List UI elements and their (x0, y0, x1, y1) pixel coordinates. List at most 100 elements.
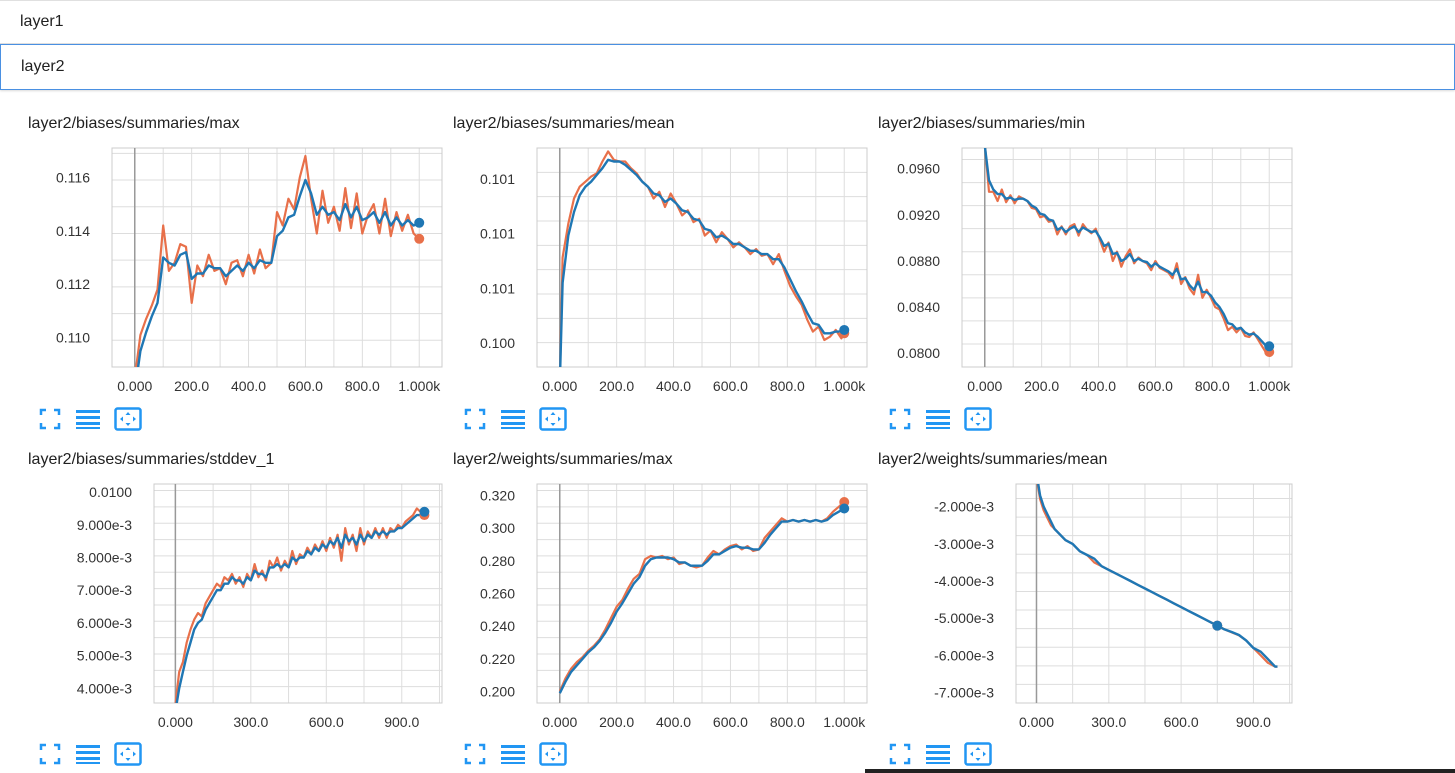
y-tick-label: 0.0920 (897, 207, 940, 223)
x-tick-label: 0.000 (158, 714, 193, 730)
y-tick-label: -3.000e-3 (934, 536, 994, 552)
chart-card: layer2/biases/summaries/min 0.0800 0.0840… (878, 115, 1302, 435)
series-end-marker (419, 506, 430, 517)
chart-card: layer2/weights/summaries/max 0.200 0.220 0… (453, 451, 877, 771)
x-tick-label: 1.000k (398, 378, 441, 394)
x-tick-label: 200.0 (174, 378, 209, 394)
expand-icon[interactable] (36, 742, 64, 766)
grid (154, 484, 442, 704)
y-tick-label: 4.000e-3 (77, 680, 132, 696)
chart-controls (36, 742, 176, 768)
group-row-layer2[interactable]: layer2 (0, 44, 1455, 90)
y-tick-label: 0.101 (480, 226, 515, 242)
chart-controls (36, 407, 176, 433)
fit-domain-icon[interactable] (964, 407, 992, 431)
series-end-marker (1212, 620, 1223, 631)
fit-domain-icon[interactable] (964, 742, 992, 766)
chart-controls (886, 742, 1026, 768)
series-line-smoothed (559, 158, 845, 367)
line-chart[interactable]: 0.110 0.112 0.114 0.116 0.000 200.0 400.0 600.0… (28, 115, 452, 405)
x-tick-label: 900.0 (1236, 714, 1271, 730)
x-tick-label: 600.0 (1164, 714, 1199, 730)
line-chart[interactable]: 0.0800 0.0840 0.0880 0.0920 0.0960 0.000 200.0… (878, 115, 1302, 405)
expand-icon[interactable] (461, 407, 489, 431)
y-tick-label: -4.000e-3 (934, 573, 994, 589)
list-icon[interactable] (74, 742, 102, 766)
y-tick-label: 0.101 (480, 280, 515, 296)
expand-icon[interactable] (36, 407, 64, 431)
x-tick-label: 400.0 (231, 378, 266, 394)
x-tick-label: 200.0 (599, 714, 634, 730)
fit-domain-icon[interactable] (114, 407, 142, 431)
plot-frame (536, 483, 868, 704)
x-tick-label: 200.0 (1024, 378, 1059, 394)
chart-controls (886, 407, 1026, 433)
x-tick-label: 300.0 (1091, 714, 1126, 730)
series-line-smoothed (558, 507, 845, 694)
y-tick-label: 0.0100 (89, 484, 132, 500)
line-chart[interactable]: 0.100 0.101 0.101 0.101 0.000 200.0 400.0 600.0… (453, 115, 877, 405)
y-tick-label: 6.000e-3 (77, 615, 132, 631)
x-tick-label: 0.000 (967, 378, 1002, 394)
y-tick-label: 0.240 (480, 618, 515, 634)
x-tick-label: 400.0 (1081, 378, 1116, 394)
fit-domain-icon[interactable] (539, 742, 567, 766)
group-label: layer2 (21, 58, 65, 75)
series-end-marker (839, 324, 850, 335)
y-tick-label: 0.116 (56, 169, 90, 185)
y-tick-label: 0.0880 (897, 253, 940, 269)
series-line-raw (984, 148, 1270, 355)
x-tick-label: 0.000 (1019, 714, 1054, 730)
chart-title: layer2/biases/summaries/stddev_1 (28, 451, 275, 468)
expand-icon[interactable] (886, 407, 914, 431)
line-chart[interactable]: 0.200 0.220 0.240 0.260 0.280 0.300 0.320 0.000… (453, 451, 877, 741)
list-icon[interactable] (924, 742, 952, 766)
y-tick-label: 0.260 (480, 586, 515, 602)
x-tick-label: 600.0 (288, 378, 323, 394)
y-tick-label: 0.0960 (897, 161, 940, 177)
list-icon[interactable] (499, 407, 527, 431)
grid (537, 484, 867, 704)
chart-card: layer2/biases/summaries/mean 0.100 0.101 0… (453, 115, 877, 435)
y-tick-label: 0.300 (480, 520, 515, 536)
line-chart[interactable]: -7.000e-3 -6.000e-3 -5.000e-3 -4.000e-3 -3.0… (878, 451, 1302, 741)
x-tick-label: 900.0 (384, 714, 419, 730)
chart-card: layer2/biases/summaries/stddev_1 4.000e-… (28, 451, 452, 771)
x-tick-label: 600.0 (309, 714, 344, 730)
plot-frame (111, 147, 443, 368)
plot-frame (536, 147, 868, 368)
group-row-layer1[interactable]: layer1 (0, 0, 1455, 44)
fit-domain-icon[interactable] (539, 407, 567, 431)
series-line-raw (174, 507, 426, 703)
x-tick-label: 1.000k (823, 714, 866, 730)
expand-icon[interactable] (461, 742, 489, 766)
y-tick-label: 0.0840 (897, 299, 940, 315)
x-tick-label: 800.0 (345, 378, 380, 394)
x-tick-label: 600.0 (713, 378, 748, 394)
series-line-raw (135, 154, 420, 367)
y-tick-label: 0.220 (480, 651, 515, 667)
y-tick-label: 7.000e-3 (77, 582, 132, 598)
series-end-marker (414, 233, 425, 244)
x-tick-label: 600.0 (1138, 378, 1173, 394)
x-tick-label: 800.0 (770, 378, 805, 394)
x-tick-label: 0.000 (542, 378, 577, 394)
x-tick-label: 200.0 (599, 378, 634, 394)
list-icon[interactable] (74, 407, 102, 431)
x-tick-label: 400.0 (656, 714, 691, 730)
fit-domain-icon[interactable] (114, 742, 142, 766)
expand-icon[interactable] (886, 742, 914, 766)
line-chart[interactable]: 4.000e-3 5.000e-3 6.000e-3 7.000e-3 8.000e-3… (28, 451, 452, 741)
chart-controls (461, 742, 601, 768)
horizontal-scrollbar[interactable] (865, 769, 1455, 773)
group-label: layer1 (20, 13, 64, 30)
y-tick-label: 0.100 (480, 335, 515, 351)
list-icon[interactable] (924, 407, 952, 431)
y-tick-label: 0.112 (56, 276, 90, 292)
list-icon[interactable] (499, 742, 527, 766)
y-tick-label: 0.114 (56, 223, 90, 239)
series-line-smoothed (1037, 484, 1278, 668)
y-tick-label: 0.200 (480, 684, 515, 700)
grid (112, 148, 442, 368)
y-tick-label: 5.000e-3 (77, 648, 132, 664)
